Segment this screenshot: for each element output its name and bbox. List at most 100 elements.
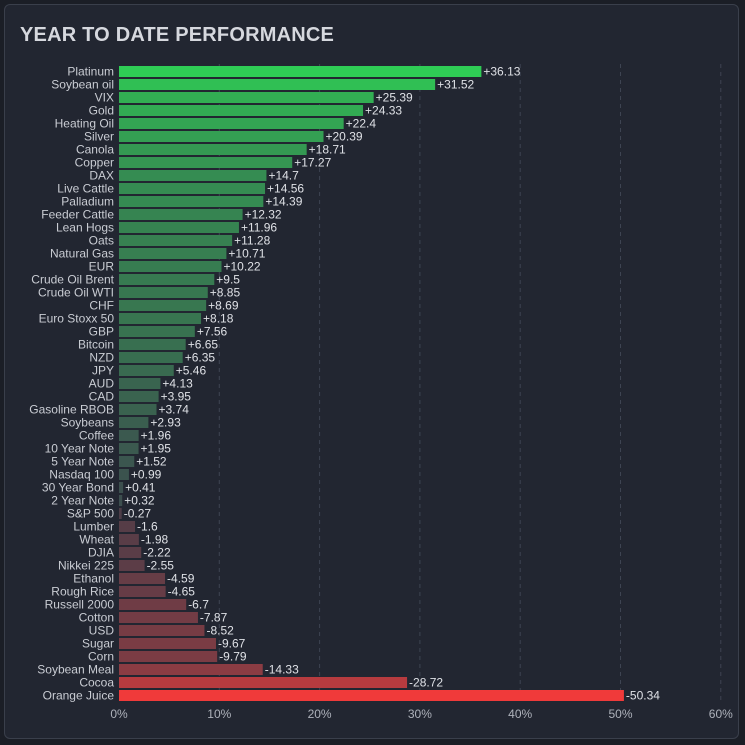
value-label: -2.22 bbox=[143, 546, 171, 560]
bar bbox=[119, 456, 135, 467]
value-label: +1.95 bbox=[141, 442, 172, 456]
value-label: -9.79 bbox=[219, 650, 247, 664]
value-label: +4.13 bbox=[162, 377, 193, 391]
bar bbox=[119, 209, 243, 220]
value-label: +14.39 bbox=[265, 195, 302, 209]
value-label: -8.52 bbox=[206, 624, 234, 638]
value-label: +8.85 bbox=[210, 286, 241, 300]
value-label: -14.33 bbox=[265, 663, 299, 677]
value-label: +6.35 bbox=[185, 351, 216, 365]
category-label: Lumber bbox=[73, 520, 114, 534]
bar bbox=[119, 430, 139, 441]
bar bbox=[119, 92, 374, 103]
category-label: Orange Juice bbox=[43, 689, 115, 703]
bar bbox=[119, 404, 157, 415]
bar bbox=[119, 391, 159, 402]
value-label: +25.39 bbox=[376, 91, 413, 105]
value-label: +5.46 bbox=[176, 364, 207, 378]
category-label: Canola bbox=[76, 143, 114, 157]
value-label: -0.27 bbox=[124, 507, 152, 521]
value-label: -4.65 bbox=[168, 585, 196, 599]
value-label: +14.7 bbox=[268, 169, 299, 183]
category-label: VIX bbox=[95, 91, 114, 105]
category-label: Corn bbox=[88, 650, 114, 664]
value-label: +31.52 bbox=[437, 78, 474, 92]
bar bbox=[119, 417, 149, 428]
bar bbox=[119, 508, 122, 519]
bar bbox=[119, 612, 198, 623]
value-label: -6.7 bbox=[188, 598, 209, 612]
value-label: +18.71 bbox=[309, 143, 346, 157]
category-label: 2 Year Note bbox=[51, 494, 114, 508]
bar bbox=[119, 157, 293, 168]
value-label: +0.32 bbox=[124, 494, 155, 508]
category-label: Feeder Cattle bbox=[41, 208, 114, 222]
value-label: -50.34 bbox=[626, 689, 660, 703]
value-label: +8.69 bbox=[208, 299, 239, 313]
bar bbox=[119, 651, 218, 662]
value-label: +3.95 bbox=[161, 390, 192, 404]
value-label: -2.55 bbox=[147, 559, 175, 573]
category-label: Platinum bbox=[67, 65, 114, 79]
category-label: CHF bbox=[89, 299, 114, 313]
category-label: Lean Hogs bbox=[56, 221, 114, 235]
value-label: +0.99 bbox=[131, 468, 162, 482]
category-label: 5 Year Note bbox=[51, 455, 114, 469]
category-label: Gold bbox=[89, 104, 114, 118]
value-label: +22.4 bbox=[346, 117, 377, 131]
category-label: Heating Oil bbox=[55, 117, 114, 131]
category-label: Crude Oil Brent bbox=[31, 273, 114, 287]
bar bbox=[119, 586, 166, 597]
value-label: -28.72 bbox=[409, 676, 443, 690]
bar bbox=[119, 677, 408, 688]
value-label: -4.59 bbox=[167, 572, 195, 586]
x-tick-label: 20% bbox=[308, 707, 332, 721]
x-tick-label: 10% bbox=[207, 707, 231, 721]
category-label: Ethanol bbox=[73, 572, 114, 586]
bar bbox=[119, 469, 129, 480]
bar bbox=[119, 79, 436, 90]
category-label: Euro Stoxx 50 bbox=[39, 312, 115, 326]
category-label: Palladium bbox=[61, 195, 114, 209]
category-label: Soybeans bbox=[61, 416, 114, 430]
bar bbox=[119, 105, 364, 116]
bar bbox=[119, 482, 124, 493]
page-title: YEAR TO DATE PERFORMANCE bbox=[20, 24, 335, 46]
category-label: Crude Oil WTI bbox=[38, 286, 114, 300]
category-label: JPY bbox=[92, 364, 114, 378]
category-label: DJIA bbox=[88, 546, 114, 560]
bar bbox=[119, 443, 139, 454]
category-label: AUD bbox=[89, 377, 115, 391]
category-label: Wheat bbox=[79, 533, 114, 547]
bar bbox=[119, 131, 324, 142]
bar bbox=[119, 222, 239, 233]
x-tick-label: 30% bbox=[408, 707, 432, 721]
value-label: +24.33 bbox=[365, 104, 402, 118]
category-label: GBP bbox=[89, 325, 114, 339]
value-label: +10.22 bbox=[224, 260, 261, 274]
bar bbox=[119, 534, 139, 545]
bar bbox=[119, 261, 222, 272]
category-label: DAX bbox=[89, 169, 114, 183]
value-label: +0.41 bbox=[125, 481, 156, 495]
category-label: NZD bbox=[89, 351, 114, 365]
x-tick-label: 50% bbox=[608, 707, 632, 721]
bar bbox=[119, 638, 216, 649]
bar bbox=[119, 118, 344, 129]
category-label: Copper bbox=[75, 156, 114, 170]
value-label: +36.13 bbox=[483, 65, 520, 79]
value-label: +3.74 bbox=[159, 403, 190, 417]
bar bbox=[119, 339, 186, 350]
value-label: +1.96 bbox=[141, 429, 172, 443]
bar bbox=[119, 690, 624, 701]
category-label: Cocoa bbox=[79, 676, 114, 690]
value-label: +9.5 bbox=[216, 273, 240, 287]
value-label: +17.27 bbox=[294, 156, 331, 170]
bar bbox=[119, 196, 264, 207]
category-label: Russell 2000 bbox=[45, 598, 115, 612]
bar bbox=[119, 560, 145, 571]
category-label: Coffee bbox=[79, 429, 114, 443]
category-label: Nikkei 225 bbox=[58, 559, 114, 573]
value-label: +2.93 bbox=[150, 416, 181, 430]
bar bbox=[119, 170, 267, 181]
